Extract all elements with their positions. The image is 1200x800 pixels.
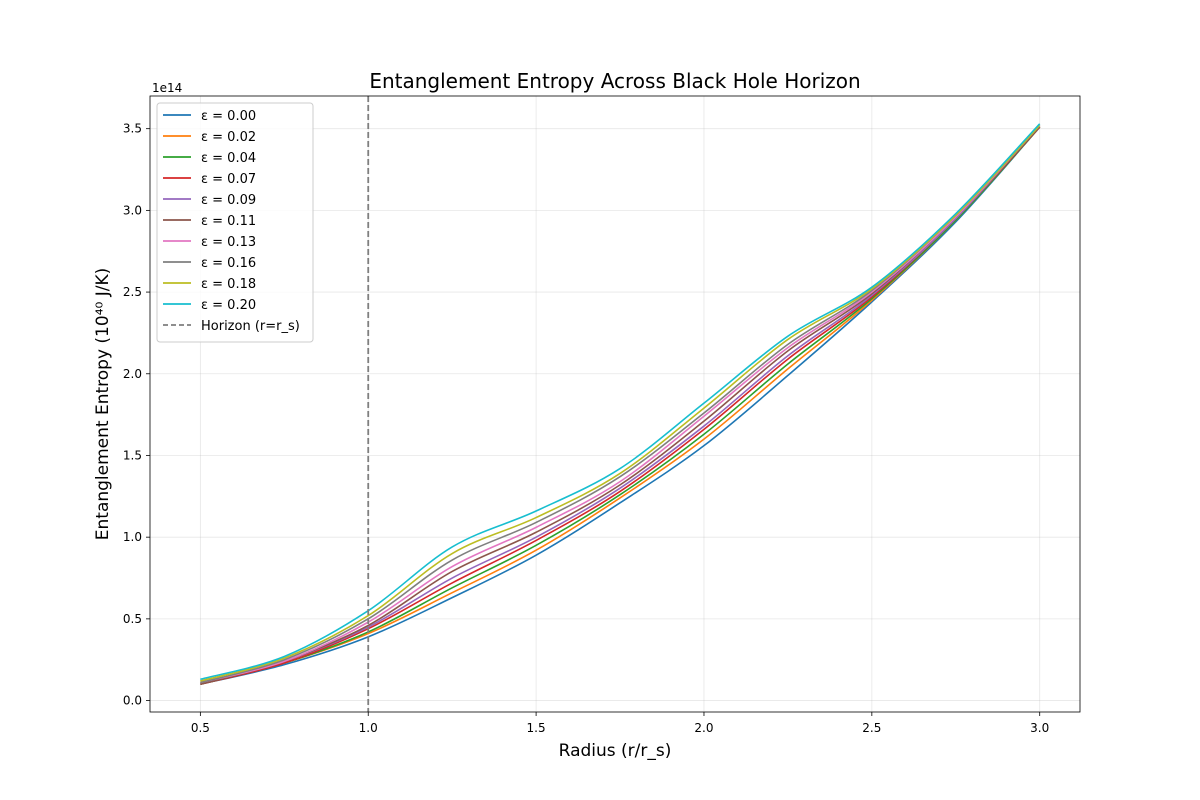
legend-label: ε = 0.13 xyxy=(201,235,256,250)
y-tick-label: 3.5 xyxy=(123,122,142,136)
legend-label: ε = 0.04 xyxy=(201,151,256,166)
y-tick-label: 0.5 xyxy=(123,612,142,626)
x-tick-label: 1.0 xyxy=(359,721,378,735)
series-line-4 xyxy=(200,124,1041,684)
y-tick-label: 2.0 xyxy=(123,367,142,381)
series-line-6 xyxy=(200,124,1041,684)
chart-title: Entanglement Entropy Across Black Hole H… xyxy=(369,69,860,93)
y-tick-label: 1.5 xyxy=(123,448,142,462)
x-tick-label: 1.5 xyxy=(527,721,546,735)
series-layer xyxy=(200,123,1041,685)
legend-label: ε = 0.11 xyxy=(201,214,256,229)
y-offset-label: 1e14 xyxy=(152,81,182,95)
x-tick-label: 0.5 xyxy=(191,721,210,735)
x-tick-label: 2.5 xyxy=(862,721,881,735)
legend-label: ε = 0.20 xyxy=(201,298,256,313)
legend-frame xyxy=(156,102,314,343)
legend-label: ε = 0.00 xyxy=(201,109,256,124)
legend-label: ε = 0.16 xyxy=(201,256,256,271)
legend-label: Horizon (r=r_s) xyxy=(201,319,300,334)
y-tick-label: 3.0 xyxy=(123,203,142,217)
legend-label: ε = 0.18 xyxy=(201,277,256,292)
y-axis-label: Entanglement Entropy (10⁴⁰ J/K) xyxy=(93,268,113,540)
x-axis-label: Radius (r/r_s) xyxy=(559,741,672,761)
legend-label: ε = 0.02 xyxy=(201,130,256,145)
legend-label: ε = 0.07 xyxy=(201,172,256,187)
legend: ε = 0.00 ε = 0.02 ε = 0.04 ε = 0.07 ε = 0.09… xyxy=(156,102,314,343)
y-tick-label: 1.0 xyxy=(123,530,142,544)
legend-label: ε = 0.09 xyxy=(201,193,256,208)
y-tick-label: 0.0 xyxy=(123,694,142,708)
series-line-8 xyxy=(200,124,1041,682)
axes-frame xyxy=(149,95,1081,713)
series-line-0 xyxy=(200,126,1041,685)
series-line-9 xyxy=(200,123,1041,681)
x-tick-label: 3.0 xyxy=(1030,721,1049,735)
series-line-2 xyxy=(200,126,1041,685)
grid-layer xyxy=(150,96,1080,712)
x-tick-label: 2.0 xyxy=(694,721,713,735)
ticks-layer: 0.5 1.0 1.5 2.0 2.5 3.0 0.0 0.5 1.0 1.5 2.0 2.5 3.0 3… xyxy=(123,122,1049,735)
y-tick-label: 2.5 xyxy=(123,285,142,299)
